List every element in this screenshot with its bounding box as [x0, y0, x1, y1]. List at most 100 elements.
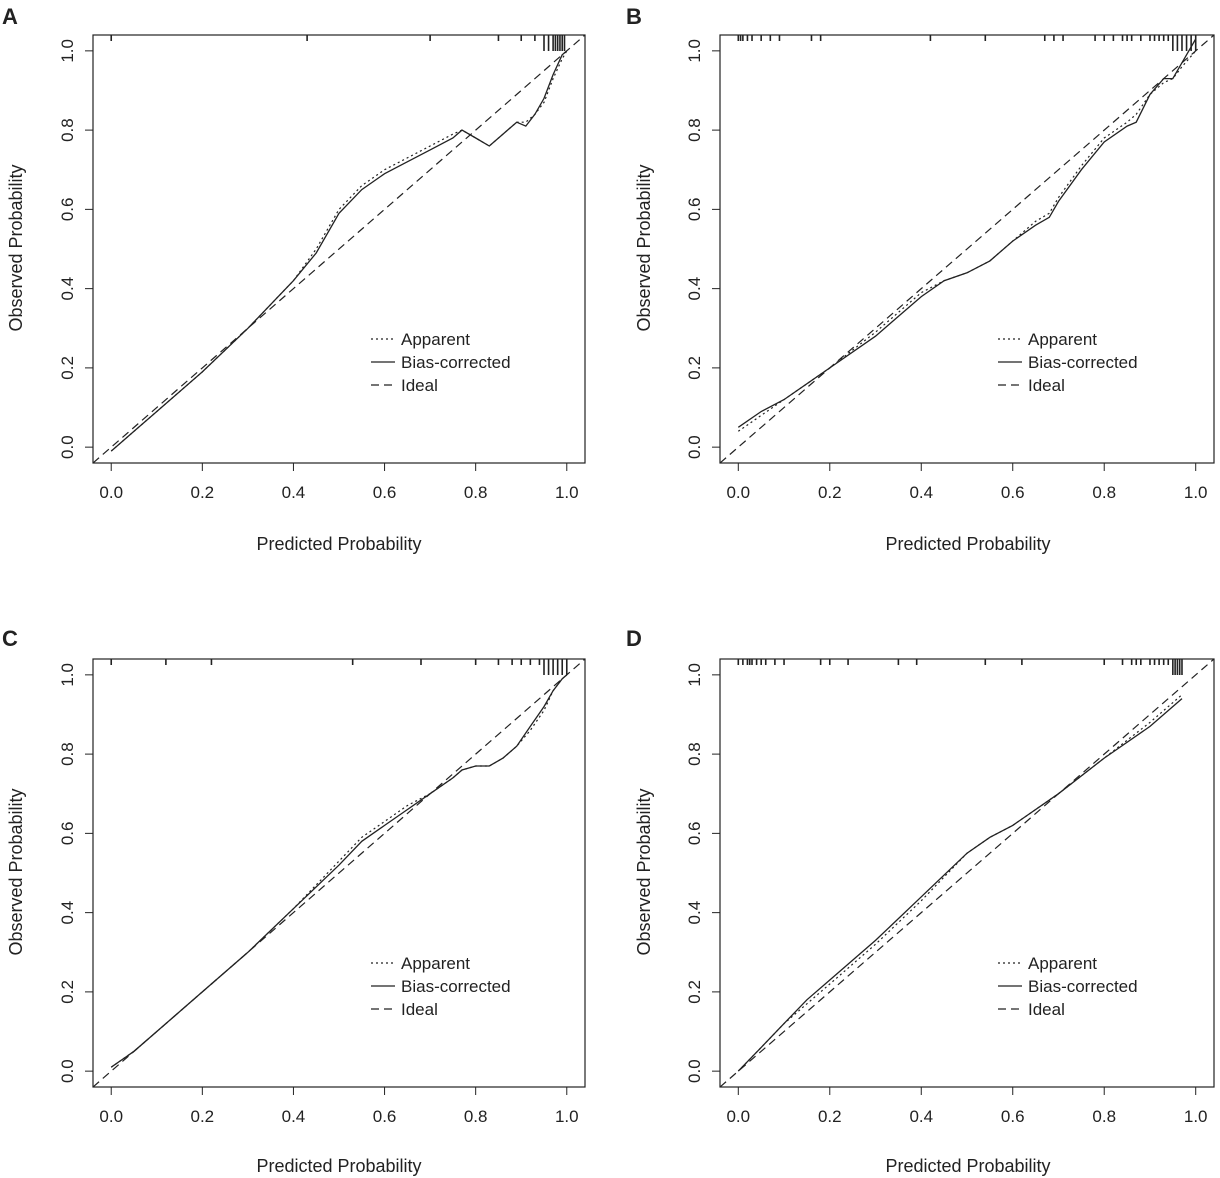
panel-b: B Predicted Probability Observed Probabi… — [626, 4, 1215, 554]
y-tick-label-d-4: 0.8 — [685, 742, 704, 766]
series-line-apparent-b — [737, 50, 1197, 432]
x-tick-label-c-0: 0.0 — [99, 1107, 123, 1126]
legend-label-bias-corrected-a: Bias-corrected — [401, 353, 511, 372]
x-tick-label-c-2: 0.4 — [282, 1107, 306, 1126]
x-tick-label-b-5: 1.0 — [1184, 483, 1208, 502]
series-line-ideal-b — [720, 35, 1214, 463]
series-line-ideal-c — [93, 659, 585, 1087]
y-tick-label-b-2: 0.4 — [685, 277, 704, 301]
x-tick-label-a-1: 0.2 — [191, 483, 215, 502]
x-tick-label-b-1: 0.2 — [818, 483, 842, 502]
y-tick-label-b-5: 1.0 — [685, 39, 704, 63]
y-tick-label-a-5: 1.0 — [58, 39, 77, 63]
panel-label-b: B — [626, 4, 642, 29]
y-tick-label-d-3: 0.6 — [685, 822, 704, 846]
plot-area-b — [720, 35, 1214, 463]
legend-label-apparent-c: Apparent — [401, 954, 470, 973]
plot-frame-c — [92, 658, 586, 1088]
x-tick-label-c-1: 0.2 — [191, 1107, 215, 1126]
y-tick-label-a-2: 0.4 — [58, 277, 77, 301]
panel-label-a: A — [2, 4, 18, 29]
legend-label-ideal-a: Ideal — [401, 376, 438, 395]
x-axis-label-d: Predicted Probability — [885, 1156, 1050, 1176]
panel-label-c: C — [2, 626, 18, 651]
plot-frame-a — [92, 34, 586, 464]
y-tick-label-c-3: 0.6 — [58, 822, 77, 846]
x-tick-label-a-0: 0.0 — [99, 483, 123, 502]
y-tick-label-d-0: 0.0 — [685, 1059, 704, 1083]
y-axis-label-a: Observed Probability — [6, 164, 26, 331]
y-tick-label-a-0: 0.0 — [58, 435, 77, 459]
x-tick-label-b-0: 0.0 — [726, 483, 750, 502]
panel-c: C Predicted Probability Observed Probabi… — [2, 626, 586, 1176]
x-tick-label-c-4: 0.8 — [464, 1107, 488, 1126]
x-tick-label-d-3: 0.6 — [1001, 1107, 1025, 1126]
x-tick-label-d-1: 0.2 — [818, 1107, 842, 1126]
y-tick-label-b-1: 0.2 — [685, 356, 704, 380]
y-axis-label-b: Observed Probability — [634, 164, 654, 331]
rug-d — [737, 659, 1183, 675]
x-axis-label-a: Predicted Probability — [256, 534, 421, 554]
y-tick-label-d-1: 0.2 — [685, 980, 704, 1004]
plot-frame-b — [719, 34, 1215, 464]
legend-label-bias-corrected-c: Bias-corrected — [401, 977, 511, 996]
plot-area-d — [720, 659, 1214, 1087]
series-line-bias-corrected-d — [737, 698, 1183, 1072]
y-axis-label-c: Observed Probability — [6, 788, 26, 955]
legend-b: Apparent Bias-corrected Ideal — [998, 330, 1138, 395]
y-axis-label-d: Observed Probability — [634, 788, 654, 955]
x-tick-label-b-3: 0.6 — [1001, 483, 1025, 502]
x-axis-label-b: Predicted Probability — [885, 534, 1050, 554]
x-tick-label-d-0: 0.0 — [726, 1107, 750, 1126]
rug-c — [110, 659, 568, 675]
x-tick-label-b-4: 0.8 — [1092, 483, 1116, 502]
series-line-ideal-a — [93, 35, 585, 463]
y-tick-label-c-0: 0.0 — [58, 1059, 77, 1083]
legend-label-bias-corrected-d: Bias-corrected — [1028, 977, 1138, 996]
plot-area-a — [93, 35, 585, 463]
series-line-bias-corrected-b — [737, 38, 1197, 428]
rug-b — [737, 35, 1197, 51]
legend-label-apparent-d: Apparent — [1028, 954, 1097, 973]
x-tick-label-a-2: 0.4 — [282, 483, 306, 502]
y-tick-label-a-3: 0.6 — [58, 198, 77, 222]
panel-label-d: D — [626, 626, 642, 651]
y-tick-label-c-5: 1.0 — [58, 663, 77, 687]
y-tick-label-d-2: 0.4 — [685, 901, 704, 925]
y-tick-label-c-1: 0.2 — [58, 980, 77, 1004]
x-tick-label-d-5: 1.0 — [1184, 1107, 1208, 1126]
x-tick-label-c-5: 1.0 — [555, 1107, 579, 1126]
legend-c: Apparent Bias-corrected Ideal — [371, 954, 511, 1019]
series-line-ideal-d — [720, 659, 1214, 1087]
x-tick-label-d-4: 0.8 — [1092, 1107, 1116, 1126]
x-tick-label-c-3: 0.6 — [373, 1107, 397, 1126]
legend-label-apparent-a: Apparent — [401, 330, 470, 349]
y-tick-label-b-4: 0.8 — [685, 118, 704, 142]
plot-area-c — [93, 659, 585, 1087]
y-tick-label-b-3: 0.6 — [685, 198, 704, 222]
legend-label-ideal-c: Ideal — [401, 1000, 438, 1019]
x-tick-label-b-2: 0.4 — [909, 483, 933, 502]
legend-a: Apparent Bias-corrected Ideal — [371, 330, 511, 395]
x-tick-label-a-4: 0.8 — [464, 483, 488, 502]
legend-label-bias-corrected-b: Bias-corrected — [1028, 353, 1138, 372]
legend-label-ideal-d: Ideal — [1028, 1000, 1065, 1019]
legend-label-apparent-b: Apparent — [1028, 330, 1097, 349]
legend-label-ideal-b: Ideal — [1028, 376, 1065, 395]
x-axis-label-c: Predicted Probability — [256, 1156, 421, 1176]
plot-frame-d — [719, 658, 1215, 1088]
y-tick-label-a-1: 0.2 — [58, 356, 77, 380]
y-tick-label-b-0: 0.0 — [685, 435, 704, 459]
legend-d: Apparent Bias-corrected Ideal — [998, 954, 1138, 1019]
y-tick-label-a-4: 0.8 — [58, 118, 77, 142]
y-tick-label-c-2: 0.4 — [58, 901, 77, 925]
panel-a: A Predicted Probability Observed Probabi… — [2, 4, 586, 554]
y-tick-label-d-5: 1.0 — [685, 663, 704, 687]
y-tick-label-c-4: 0.8 — [58, 742, 77, 766]
series-line-bias-corrected-a — [110, 50, 568, 452]
x-tick-label-d-2: 0.4 — [909, 1107, 933, 1126]
x-tick-label-a-5: 1.0 — [555, 483, 579, 502]
x-tick-label-a-3: 0.6 — [373, 483, 397, 502]
rug-a — [110, 35, 566, 51]
